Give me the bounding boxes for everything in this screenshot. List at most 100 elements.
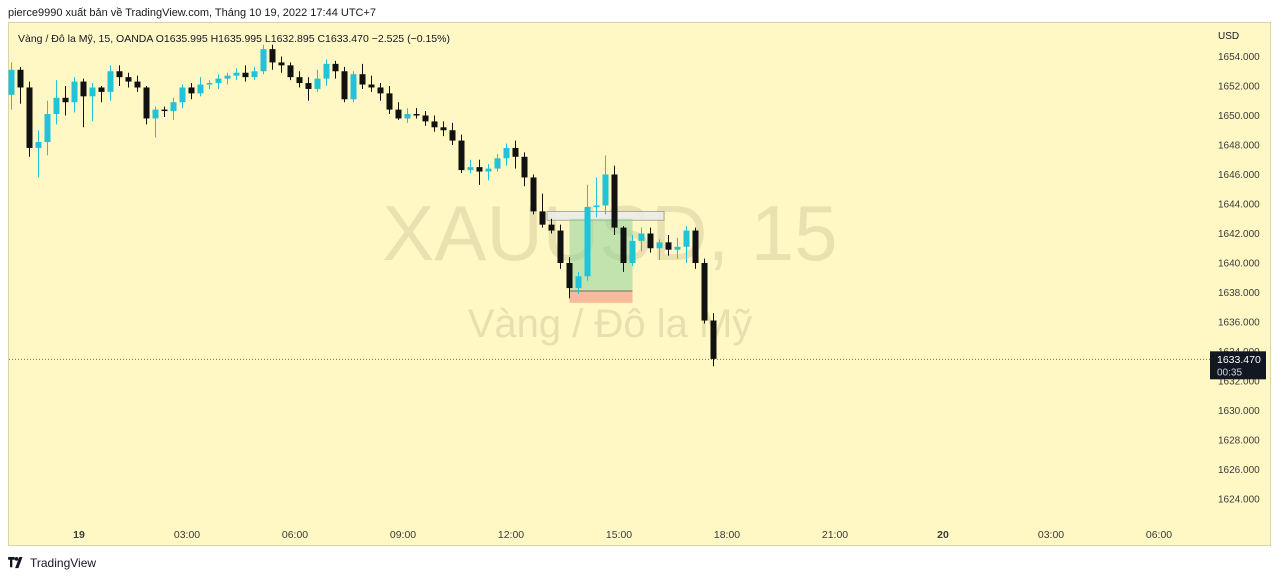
candle-body bbox=[170, 102, 177, 112]
candle-body bbox=[692, 230, 699, 263]
y-tick-label: 1642.000 bbox=[1218, 229, 1260, 240]
candle-body bbox=[161, 109, 168, 112]
candle-body bbox=[314, 78, 321, 89]
candle-body bbox=[332, 63, 339, 72]
position-stop-zone bbox=[569, 291, 633, 303]
candle-body bbox=[584, 206, 591, 277]
candle-body bbox=[665, 242, 672, 250]
x-tick-label: 03:00 bbox=[1038, 529, 1064, 541]
candle-body bbox=[683, 230, 690, 247]
tradingview-logo-icon bbox=[8, 556, 23, 568]
candle-body bbox=[116, 71, 123, 78]
x-tick-label: 15:00 bbox=[606, 529, 632, 541]
candle-body bbox=[638, 233, 645, 241]
candle-body bbox=[701, 263, 708, 321]
candle-body bbox=[296, 77, 303, 84]
candle-body bbox=[386, 93, 393, 110]
candle-body bbox=[494, 158, 501, 169]
y-tick-label: 1640.000 bbox=[1218, 259, 1260, 270]
candle-body bbox=[485, 168, 492, 172]
y-tick-label: 1652.000 bbox=[1218, 82, 1260, 93]
candle-body bbox=[251, 71, 258, 78]
candle-body bbox=[98, 87, 105, 92]
candle-body bbox=[125, 77, 132, 82]
candle-body bbox=[557, 230, 564, 263]
candle-body bbox=[476, 167, 483, 172]
candle-body bbox=[656, 242, 663, 249]
candle-body bbox=[674, 246, 681, 250]
candle-body bbox=[197, 84, 204, 94]
candle-body bbox=[323, 63, 330, 79]
candle-body bbox=[35, 142, 42, 148]
ohlc-legend: Vàng / Đô la Mỹ, 15, OANDA O1635.995 H16… bbox=[18, 33, 450, 45]
candle-body bbox=[467, 167, 474, 171]
x-tick-label: 03:00 bbox=[174, 529, 200, 541]
candle-body bbox=[575, 276, 582, 289]
candle-body bbox=[269, 49, 276, 63]
candle-body bbox=[341, 71, 348, 100]
x-tick-label: 18:00 bbox=[714, 529, 740, 541]
candle-body bbox=[62, 97, 69, 103]
candle-body bbox=[71, 81, 78, 103]
candle-body bbox=[53, 97, 60, 115]
candle-body bbox=[530, 177, 537, 212]
x-tick-label: 09:00 bbox=[390, 529, 416, 541]
candle-body bbox=[287, 65, 294, 78]
x-tick-label: 20 bbox=[937, 529, 949, 541]
candle-body bbox=[188, 87, 195, 94]
candle-body bbox=[215, 78, 222, 84]
candle-body bbox=[224, 75, 231, 79]
candle-body bbox=[629, 240, 636, 263]
y-tick-label: 1624.000 bbox=[1218, 495, 1260, 506]
candle-body bbox=[260, 49, 267, 72]
candle-body bbox=[422, 115, 429, 122]
candle-body bbox=[449, 130, 456, 141]
chart-area[interactable] bbox=[8, 22, 1271, 546]
candle-body bbox=[395, 109, 402, 119]
tradingview-logo[interactable]: TradingView bbox=[8, 554, 96, 572]
candle-body bbox=[350, 74, 357, 100]
candle-body bbox=[503, 147, 510, 159]
candle-body bbox=[206, 83, 213, 85]
candle-body bbox=[611, 174, 618, 228]
candle-body bbox=[440, 127, 447, 131]
candle-body bbox=[602, 174, 609, 206]
candle-body bbox=[512, 147, 519, 157]
candle-body bbox=[368, 84, 375, 88]
x-tick-label: 06:00 bbox=[282, 529, 308, 541]
last-price-value: 1633.470 bbox=[1217, 354, 1261, 366]
candle-body bbox=[107, 71, 114, 92]
tradingview-logo-text: TradingView bbox=[30, 556, 97, 570]
candle-body bbox=[17, 69, 24, 88]
candle-body bbox=[179, 87, 186, 103]
candle-body bbox=[233, 72, 240, 76]
y-tick-label: 1644.000 bbox=[1218, 200, 1260, 211]
candle-body bbox=[413, 114, 420, 116]
candle-body bbox=[404, 114, 411, 119]
y-tick-label: 1632.000 bbox=[1218, 377, 1260, 388]
candle-body bbox=[80, 81, 87, 97]
candle-body bbox=[44, 114, 51, 143]
x-tick-label: 21:00 bbox=[822, 529, 848, 541]
candle-body bbox=[431, 121, 438, 128]
candle-body bbox=[359, 74, 366, 85]
last-price-badge bbox=[1210, 351, 1266, 380]
candle-body bbox=[143, 87, 150, 119]
currency-label: USD bbox=[1218, 31, 1239, 42]
candle-body bbox=[8, 69, 15, 95]
x-tick-label: 06:00 bbox=[1146, 529, 1172, 541]
y-tick-label: 1628.000 bbox=[1218, 436, 1260, 447]
candle-body bbox=[242, 72, 249, 78]
candle-body bbox=[548, 224, 555, 231]
candle-body bbox=[305, 83, 312, 89]
y-tick-label: 1636.000 bbox=[1218, 318, 1260, 329]
y-tick-label: 1654.000 bbox=[1218, 52, 1260, 63]
candle-body bbox=[566, 263, 573, 289]
countdown-timer: 00:35 bbox=[1217, 367, 1242, 378]
candle-body bbox=[152, 109, 159, 119]
candle-body bbox=[377, 87, 384, 94]
x-tick-label: 12:00 bbox=[498, 529, 524, 541]
candle-body bbox=[620, 227, 627, 263]
candle-body bbox=[539, 211, 546, 225]
